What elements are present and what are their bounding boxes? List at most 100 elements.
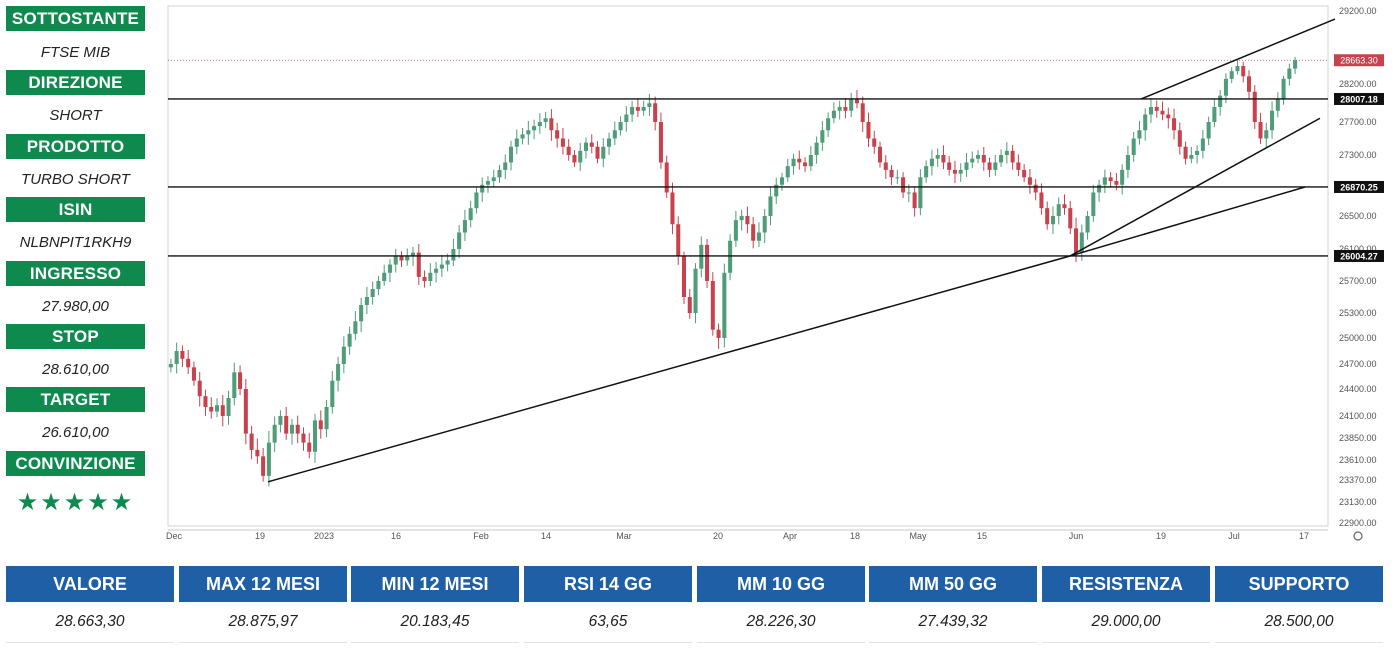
stat-max-12-mesi: MAX 12 MESI 28.875,97 [179,566,347,643]
candle-body [883,162,888,170]
direzione-value: SHORT [49,107,102,124]
candle-body [180,351,185,359]
stat-label: MIN 12 MESI [351,566,519,602]
candle-body [779,177,785,185]
candle-body [353,321,358,334]
candle-body [1045,208,1050,225]
x-tick-label: 15 [977,531,987,541]
convinzione-label: CONVINZIONE [6,451,145,476]
candle-body [266,442,271,476]
candle-body [226,398,231,416]
candle-body [509,146,514,163]
candle-body [1114,181,1119,185]
stat-resistenza: RESISTENZA 29.000,00 [1042,566,1210,643]
candle-body [1108,177,1113,182]
candle-body [1183,146,1188,159]
x-tick-label: 14 [541,531,551,541]
candle-body [866,122,871,139]
x-tick-label: 16 [391,531,401,541]
candle-body [526,130,531,135]
prodotto-value: TURBO SHORT [21,171,130,188]
candle-body [330,380,335,407]
candle-body [209,407,214,412]
candle-body [1097,184,1102,193]
candle-body [197,380,202,397]
candle-body [981,155,986,163]
candle-body [284,416,289,434]
candle-body [474,192,479,209]
candle-body [1287,68,1292,79]
candle-body [261,456,266,476]
candle-body [255,449,260,457]
candle-body [612,130,617,139]
last-price-label: 28663.30 [1340,56,1378,66]
candle-body [751,224,756,241]
candle-body [843,107,848,111]
y-tick-label: 27300.00 [1339,150,1377,160]
candle-body [1258,122,1263,139]
candle-body [785,166,790,178]
level-price-label: 28007.18 [1340,94,1378,104]
candle-body [1143,114,1148,131]
candle-body [831,110,836,119]
candle-body [728,240,733,273]
candle-body [987,162,992,170]
candle-body [174,351,179,364]
candle-body [370,289,375,297]
candle-body [1275,99,1280,111]
stat-label: MM 50 GG [869,566,1037,602]
y-tick-label: 26500.00 [1339,211,1377,221]
candle-body [664,162,669,193]
candle-body [756,232,761,241]
stat-value: 29.000,00 [1042,602,1210,643]
candle-body [630,107,635,115]
candle-body [186,358,191,368]
y-tick-label: 23850.00 [1339,433,1377,443]
candle-body [1022,169,1027,178]
stat-label: RESISTENZA [1042,566,1210,602]
candle-body [428,272,433,281]
candle-body [549,118,554,131]
last-price-tag [1334,54,1384,67]
candle-body [901,177,906,193]
candle-body [1079,232,1084,253]
target-label: TARGET [6,387,145,412]
candle-body [1264,130,1269,139]
candle-body [849,99,854,111]
candle-body [1033,184,1038,193]
x-tick-label: Dec [166,531,183,541]
candle-body [191,367,196,381]
prodotto-label: PRODOTTO [6,134,145,159]
candle-body [491,177,496,182]
y-tick-label: 23130.00 [1339,497,1377,507]
candle-body [601,146,606,159]
candle-body [722,272,727,338]
candle-body [318,420,323,430]
candle-body [468,208,473,221]
candle-body [964,162,969,170]
candle-body [497,169,502,178]
candle-body [168,364,173,368]
candle-body [457,232,462,249]
y-tick-label: 24100.00 [1339,411,1377,421]
candle-body [929,158,934,167]
candle-body [952,169,957,174]
candle-body [607,138,612,147]
candle-body [387,264,392,273]
stat-label: MAX 12 MESI [179,566,347,602]
level-price-label: 26004.27 [1340,251,1378,261]
candle-body [895,177,900,179]
trendline [1069,117,1321,257]
x-tick-label: Jul [1228,531,1240,541]
x-tick-label: 2023 [314,531,334,541]
stat-label: SUPPORTO [1215,566,1383,602]
candle-body [232,372,237,398]
candle-body [1074,228,1079,253]
candle-body [918,177,923,209]
stat-value: 27.439,32 [869,602,1037,643]
candle-body [416,252,421,277]
target-value: 26.610,00 [42,424,109,441]
candle-body [364,297,369,305]
candle-body [1235,66,1240,72]
candle-body [572,155,577,163]
